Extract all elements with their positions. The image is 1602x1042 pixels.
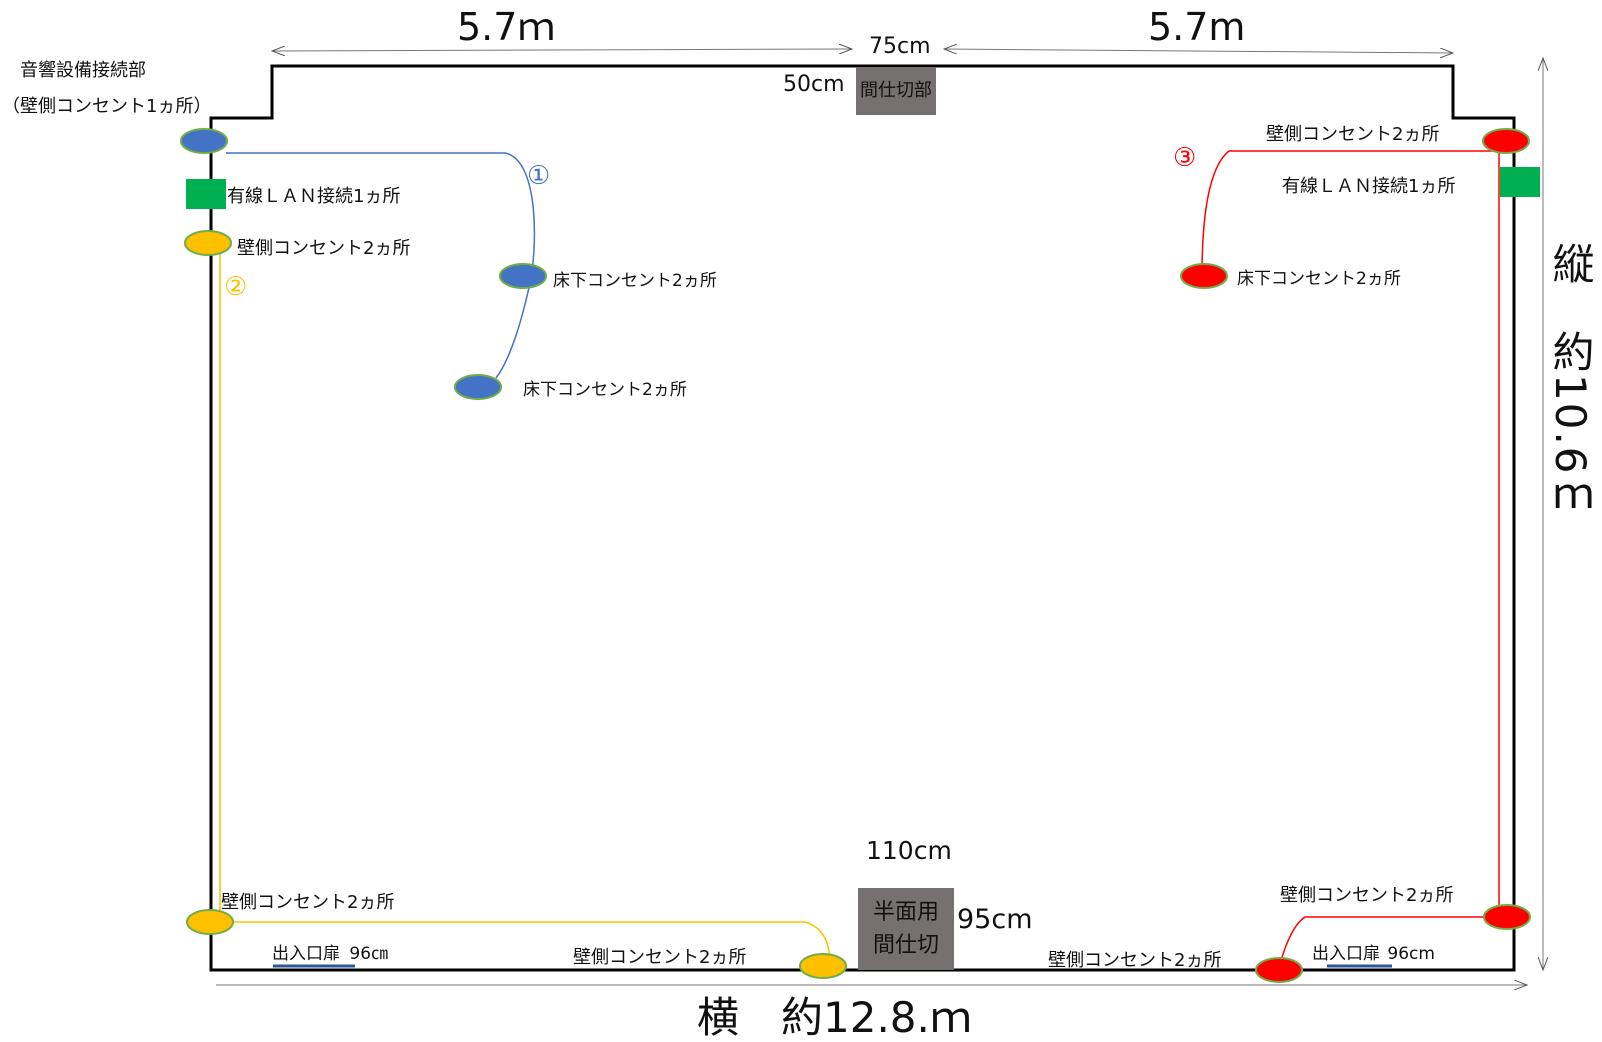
top-partition-depth: 50cm bbox=[783, 72, 845, 97]
wall-outlet-left-bottom-label: 壁側コンセント2ヵ所 bbox=[221, 892, 395, 913]
bottom-partition-label-2: 間仕切 bbox=[872, 933, 939, 958]
lan-right-label: 有線ＬＡＮ接続1ヵ所 bbox=[1282, 176, 1456, 197]
bottom-partition-width: 110cm bbox=[866, 836, 952, 865]
circuit-red-line bbox=[1201, 150, 1500, 969]
floor-outlet-red-label: 床下コンセント2ヵ所 bbox=[1237, 269, 1401, 289]
wall-outlet-red-top bbox=[1482, 128, 1530, 154]
wall-outlet-bottom-mid-label: 壁側コンセント2ヵ所 bbox=[573, 947, 747, 968]
circuit-number-1: ① bbox=[527, 161, 551, 191]
circuit-number-2: ② bbox=[224, 272, 248, 302]
total-height: 縦 約10.6ｍ bbox=[1546, 242, 1595, 520]
wall-outlet-right-top-label: 壁側コンセント2ヵ所 bbox=[1266, 124, 1440, 145]
audio-title: 音響設備接続部 bbox=[20, 60, 146, 81]
top-partition: 間仕切部 bbox=[856, 67, 936, 115]
lan-port-right bbox=[1500, 167, 1540, 197]
lan-left-label: 有線ＬＡＮ接続1ヵ所 bbox=[227, 186, 401, 207]
top-gap: 75cm bbox=[869, 34, 931, 59]
floor-outlet-blue-1-label: 床下コンセント2ヵ所 bbox=[553, 271, 717, 291]
circuit-number-3: ③ bbox=[1173, 143, 1197, 173]
door-left-size: 96㎝ bbox=[349, 944, 389, 964]
dimension-arrow-top-right bbox=[944, 49, 1453, 53]
floor-outlet-blue-2 bbox=[454, 374, 502, 400]
door-right-text: 出入口扉 bbox=[1312, 944, 1380, 964]
top-left-width: 5.7ｍ bbox=[457, 5, 556, 49]
audio-sub: （壁側コンセント1ヵ所） bbox=[2, 96, 212, 117]
wall-outlet-yellow-upper bbox=[184, 230, 232, 256]
top-partition-label: 間仕切部 bbox=[860, 80, 932, 101]
bottom-partition: 半面用 間仕切 bbox=[858, 888, 954, 970]
wall-outlet-yellow-lower bbox=[186, 909, 234, 935]
lan-port-left bbox=[186, 179, 226, 209]
bottom-partition-label-1: 半面用 bbox=[872, 900, 939, 925]
floor-outlet-red bbox=[1180, 263, 1228, 289]
door-right-size: 96cm bbox=[1387, 944, 1435, 964]
floor-outlet-blue-1 bbox=[499, 263, 547, 289]
top-right-width: 5.7m bbox=[1148, 5, 1246, 49]
wall-outlet-red-bottom bbox=[1255, 957, 1303, 983]
door-left-text: 出入口扉 bbox=[272, 944, 340, 964]
wall-outlet-red-right bbox=[1483, 904, 1531, 930]
wall-outlet-bottom-right-label: 壁側コンセント2ヵ所 bbox=[1048, 950, 1222, 971]
wall-outlet-left-upper-label: 壁側コンセント2ヵ所 bbox=[237, 238, 411, 259]
bottom-partition-depth: 95cm bbox=[957, 904, 1033, 935]
circuit-yellow-line bbox=[219, 243, 831, 966]
wall-outlet-right-bottom-label: 壁側コンセント2ヵ所 bbox=[1280, 885, 1454, 906]
wall-outlet-blue bbox=[180, 128, 228, 154]
door-left-label: 出入口扉 96㎝ bbox=[272, 946, 388, 963]
total-width: 横 約12.8.ｍ bbox=[697, 993, 972, 1042]
room-outline bbox=[209, 64, 1516, 972]
door-right-label: 出入口扉 96cm bbox=[1312, 946, 1435, 963]
floor-outlet-blue-2-label: 床下コンセント2ヵ所 bbox=[523, 380, 687, 400]
wall-outlet-yellow-bottom bbox=[799, 953, 847, 979]
dimension-arrow-top-left bbox=[272, 49, 852, 51]
